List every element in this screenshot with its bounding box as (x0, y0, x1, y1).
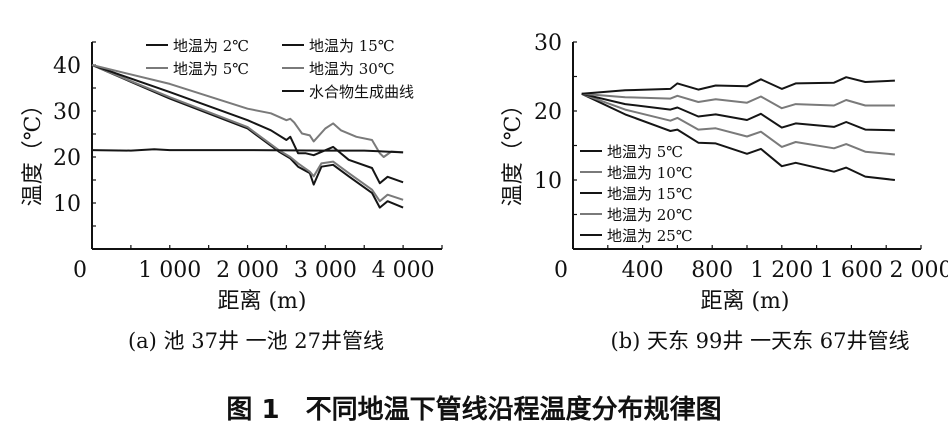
y-tick-label: 20 (53, 146, 81, 171)
chart-b: 0 400 800 1 200 1 600 2 000 10 20 30 地温为 5℃ 地温为 10… (534, 31, 948, 283)
x-tick-label: 0 (73, 258, 87, 283)
series-line (581, 92, 895, 110)
series-line (91, 64, 404, 209)
x-tick-label: 1 600 (820, 258, 883, 283)
x-tick-label: 800 (691, 258, 733, 283)
series-line (91, 64, 404, 185)
y-tick-label: 20 (534, 100, 562, 125)
chart-a-xlabel: 距离 (m) (217, 289, 306, 314)
x-tick-label: 2 000 (890, 258, 948, 283)
legend-label: 地温为 2℃ (173, 37, 249, 55)
legend-label: 地温为 30℃ (309, 60, 395, 78)
series-line (581, 92, 895, 156)
x-tick-label: 3 000 (294, 258, 357, 283)
chart-a-subtitle: (a) 池 37井 一池 27井管线 (128, 329, 384, 353)
series-line (581, 76, 895, 95)
legend-label: 地温为 10℃ (607, 164, 693, 182)
series-line (91, 64, 404, 203)
x-tick-label: 0 (554, 258, 568, 283)
x-tick-label: 2 000 (216, 258, 279, 283)
series-line (581, 92, 896, 181)
legend-label: 水合物生成曲线 (309, 83, 414, 101)
y-tick-label: 10 (534, 169, 562, 194)
x-tick-label: 400 (622, 258, 664, 283)
chart-b-ylabel: 温度（℃） (501, 94, 526, 207)
legend-label: 地温为 20℃ (607, 206, 693, 224)
y-tick-label: 30 (534, 31, 562, 56)
y-tick-label: 30 (53, 100, 81, 125)
chart-b-subtitle: (b) 天东 99井 一天东 67井管线 (611, 329, 910, 353)
x-tick-label: 4 000 (372, 258, 435, 283)
y-tick-label: 10 (53, 192, 81, 217)
series-line (581, 92, 895, 132)
chart-b-xlabel: 距离 (m) (700, 289, 789, 314)
x-tick-label: 1 200 (750, 258, 813, 283)
legend-label: 地温为 25℃ (607, 227, 693, 245)
x-tick-label: 1 000 (138, 258, 201, 283)
legend-label: 地温为 5℃ (607, 143, 683, 161)
legend-label: 地温为 15℃ (309, 37, 395, 55)
legend-label: 地温为 5℃ (173, 60, 249, 78)
y-tick-label: 40 (53, 54, 81, 79)
series-line (91, 64, 404, 158)
series-line (91, 148, 404, 154)
legend-label: 地温为 15℃ (607, 185, 693, 203)
chart-a: 0 1 000 2 000 3 000 4 000 10 20 30 40 地温为 2℃ 地温为 5… (53, 37, 443, 283)
figure-caption: 图 1 不同地温下管线沿程温度分布规律图 (226, 394, 721, 425)
chart-a-ylabel: 温度（℃） (21, 94, 46, 207)
